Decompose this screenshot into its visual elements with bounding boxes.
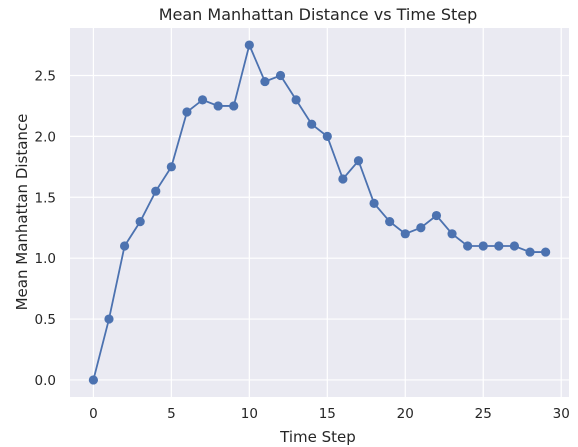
y-tick-label: 0.0 <box>35 373 56 389</box>
x-tick-label: 20 <box>397 406 414 422</box>
y-tick-label: 1.5 <box>35 190 56 206</box>
data-point <box>431 210 442 221</box>
data-point <box>447 229 457 239</box>
plot-area <box>70 28 569 397</box>
x-axis-ticks: 0 5 10 15 20 25 30 <box>89 406 570 422</box>
data-point <box>260 76 270 87</box>
grid <box>70 28 569 397</box>
data-points <box>88 40 551 385</box>
x-tick-label: 10 <box>241 406 258 422</box>
data-point <box>213 101 223 111</box>
y-axis-label: Mean Manhattan Distance <box>13 114 31 311</box>
x-tick-label: 30 <box>553 406 570 422</box>
data-point <box>182 107 192 117</box>
data-point <box>291 95 301 105</box>
x-tick-label: 0 <box>89 406 98 422</box>
data-point <box>275 70 286 81</box>
data-point <box>400 229 410 239</box>
data-point <box>541 247 551 257</box>
data-point <box>135 217 145 227</box>
y-tick-label: 0.5 <box>35 312 56 328</box>
data-point <box>463 241 473 251</box>
data-point <box>88 375 98 385</box>
y-tick-label: 2.0 <box>35 129 56 145</box>
data-point <box>416 223 426 233</box>
data-point <box>509 241 520 251</box>
data-point <box>338 174 348 184</box>
data-point <box>353 156 364 166</box>
data-point <box>197 95 208 105</box>
y-tick-label: 2.5 <box>35 68 56 84</box>
data-point <box>166 162 176 172</box>
data-point <box>322 131 332 141</box>
data-point <box>525 247 535 257</box>
x-axis-label: Time Step <box>279 428 356 446</box>
data-point <box>244 40 254 50</box>
data-point <box>119 241 130 251</box>
chart-title: Mean Manhattan Distance vs Time Step <box>159 5 478 24</box>
x-tick-label: 25 <box>475 406 492 422</box>
data-point <box>369 198 379 208</box>
x-tick-label: 5 <box>167 406 176 422</box>
data-point <box>307 119 317 129</box>
data-point <box>151 186 161 196</box>
data-point <box>494 241 504 251</box>
y-axis-ticks: 0.0 0.5 1.0 1.5 2.0 2.5 <box>35 68 56 388</box>
data-point <box>385 217 395 227</box>
data-point <box>104 314 114 324</box>
y-tick-label: 1.0 <box>35 251 56 267</box>
x-tick-label: 15 <box>319 406 336 422</box>
data-point <box>229 101 239 111</box>
data-point <box>478 241 488 251</box>
